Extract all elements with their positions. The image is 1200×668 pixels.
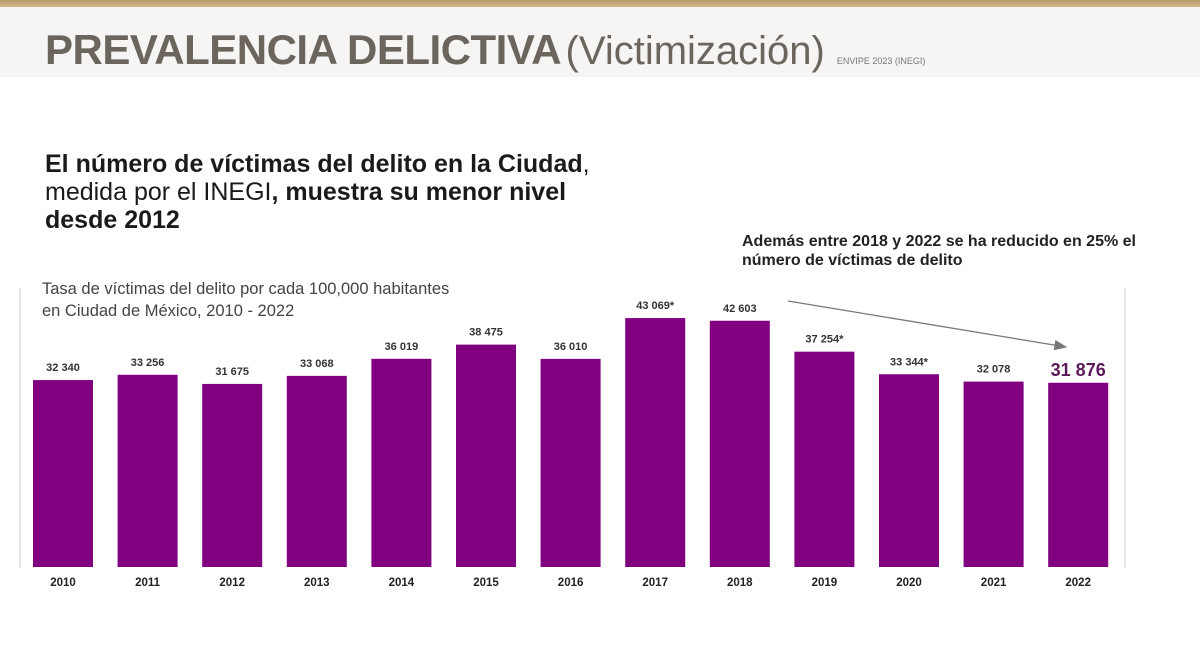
headline-part: , muestra su menor nivel desde 2012 (45, 178, 567, 234)
x-tick-label: 2012 (219, 577, 245, 589)
header-band (0, 7, 1200, 77)
data-label: 36 010 (554, 341, 588, 353)
bar-2013 (286, 375, 347, 567)
chart-title: Tasa de víctimas del delito por cada 100… (42, 280, 450, 320)
bar-2022 (1048, 382, 1109, 567)
bar-2011 (117, 374, 178, 567)
x-tick-label: 2016 (558, 577, 584, 589)
data-label: 33 256 (131, 357, 165, 369)
headline-part: , medida por el INEGI (45, 150, 590, 206)
data-label: 33 068 (300, 358, 334, 370)
headline-part: El número de víctimas del delito en la C… (45, 150, 583, 178)
header-accent-bar (0, 0, 1200, 7)
bar-2020 (879, 374, 939, 567)
data-label: 31 675 (215, 366, 249, 378)
x-tick-label: 2013 (304, 577, 330, 589)
source-label: ENVIPE 2023 (INEGI) (836, 56, 926, 66)
bar-2015 (456, 344, 516, 567)
x-tick-label: 2011 (135, 577, 161, 589)
bar-2017 (625, 318, 686, 567)
data-label: 32 340 (46, 362, 80, 374)
x-tick-label: 2022 (1065, 577, 1091, 589)
x-tick-label: 2020 (896, 577, 922, 589)
bar-2021 (963, 381, 1024, 567)
data-label: 43 069* (636, 300, 675, 312)
bar-2010 (33, 380, 93, 567)
bar-2012 (202, 383, 263, 567)
annotation-note: Además entre 2018 y 2022 se ha reducido … (742, 233, 1136, 269)
x-tick-label: 2018 (727, 577, 753, 589)
title-bold: PREVALENCIA DELICTIVA (45, 26, 562, 73)
data-label: 36 019 (385, 341, 419, 353)
x-tick-label: 2014 (389, 577, 415, 589)
bar-2016 (540, 358, 601, 567)
data-label: 33 344* (890, 356, 929, 368)
bar-2018 (709, 320, 770, 567)
title-light: (Victimización) (565, 29, 825, 73)
trend-arrow (787, 300, 1068, 351)
bar-2019 (794, 351, 855, 567)
data-label: 38 475 (469, 327, 503, 339)
data-label: 42 603 (723, 303, 757, 315)
x-tick-label: 2010 (50, 577, 76, 589)
data-label: 37 254* (805, 334, 844, 346)
x-tick-label: 2021 (981, 577, 1007, 589)
x-tick-label: 2015 (473, 577, 499, 589)
data-label: 32 078 (977, 364, 1011, 376)
bar-2014 (371, 358, 432, 567)
page-title: PREVALENCIA DELICTIVA (Victimización) ENV… (45, 26, 925, 74)
headline: El número de víctimas del delito en la C… (45, 150, 625, 234)
x-tick-label: 2017 (642, 577, 668, 589)
x-tick-label: 2019 (812, 577, 838, 589)
data-label: 31 876 (1051, 360, 1106, 380)
